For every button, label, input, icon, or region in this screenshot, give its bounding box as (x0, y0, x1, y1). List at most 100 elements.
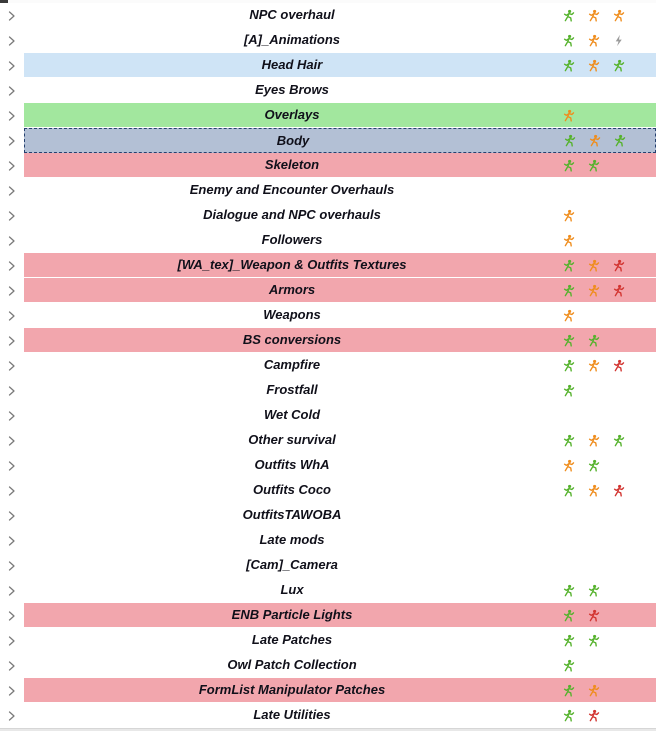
expand-chevron-icon[interactable] (0, 453, 24, 478)
mod-separator-row[interactable]: Enemy and Encounter Overhauls (0, 178, 656, 203)
top-left-notch (0, 0, 8, 3)
content-flags (560, 459, 656, 472)
mod-separator-row[interactable]: Late Patches (0, 628, 656, 653)
content-flags (560, 609, 656, 622)
flash-gray-icon (612, 34, 625, 47)
expand-chevron-icon[interactable] (0, 578, 24, 603)
separator-label: Frostfall (266, 382, 318, 397)
expand-chevron-icon[interactable] (0, 253, 24, 278)
mod-separator-row[interactable]: Outfits Coco (0, 478, 656, 503)
runner-red-icon (587, 709, 600, 722)
expand-chevron-icon[interactable] (0, 553, 24, 578)
expand-chevron-icon[interactable] (0, 103, 24, 128)
mod-separator-row[interactable]: Eyes Brows (0, 78, 656, 103)
mod-separator-row[interactable]: [WA_tex]_Weapon & Outfits Textures (0, 253, 656, 278)
expand-chevron-icon[interactable] (0, 603, 24, 628)
expand-chevron-icon[interactable] (0, 353, 24, 378)
expand-chevron-icon[interactable] (0, 78, 24, 103)
mod-separator-row[interactable]: ENB Particle Lights (0, 603, 656, 628)
expand-chevron-icon[interactable] (0, 328, 24, 353)
separator-label: Dialogue and NPC overhauls (203, 207, 381, 222)
expand-chevron-icon[interactable] (0, 153, 24, 178)
content-flags (560, 384, 656, 397)
mod-separator-row[interactable]: Late Utilities (0, 703, 656, 728)
mod-separator-row[interactable]: NPC overhaul (0, 3, 656, 28)
runner-green-icon (587, 159, 600, 172)
separator-label: Owl Patch Collection (227, 657, 357, 672)
expand-chevron-icon[interactable] (0, 528, 24, 553)
mod-separator-row[interactable]: OutfitsTAWOBA (0, 503, 656, 528)
mod-separator-row[interactable]: Outfits WhA (0, 453, 656, 478)
mod-separator-row[interactable]: [Cam]_Camera (0, 553, 656, 578)
mod-separator-row[interactable]: Late mods (0, 528, 656, 553)
mod-separator-row[interactable]: Other survival (0, 428, 656, 453)
expand-chevron-icon[interactable] (0, 128, 24, 153)
expand-chevron-icon[interactable] (0, 28, 24, 53)
expand-chevron-icon[interactable] (0, 178, 24, 203)
mod-separator-row[interactable]: FormList Manipulator Patches (0, 678, 656, 703)
mod-separator-row[interactable]: Dialogue and NPC overhauls (0, 203, 656, 228)
runner-green-icon (562, 484, 575, 497)
separator-label: ENB Particle Lights (231, 607, 353, 622)
expand-chevron-icon[interactable] (0, 428, 24, 453)
separator-label: NPC overhaul (249, 7, 335, 22)
mod-separator-row[interactable]: Head Hair (0, 53, 656, 78)
separator-label: Outfits Coco (253, 482, 331, 497)
expand-chevron-icon[interactable] (0, 478, 24, 503)
expand-chevron-icon[interactable] (0, 703, 24, 728)
expand-chevron-icon[interactable] (0, 378, 24, 403)
mod-separator-row[interactable]: Followers (0, 228, 656, 253)
mod-separator-row[interactable]: Frostfall (0, 378, 656, 403)
runner-green-icon (562, 334, 575, 347)
runner-orange-icon (562, 234, 575, 247)
mod-separator-row[interactable]: Overlays (0, 103, 656, 128)
content-flags (560, 484, 656, 497)
separator-label: Late Patches (251, 632, 333, 647)
expand-chevron-icon[interactable] (0, 53, 24, 78)
expand-chevron-icon[interactable] (0, 628, 24, 653)
runner-orange-icon (588, 134, 601, 147)
mod-separator-row[interactable]: Armors (0, 278, 656, 303)
content-flags (560, 34, 656, 47)
horizontal-scrollbar-track[interactable] (0, 728, 656, 731)
mod-separator-row[interactable]: Owl Patch Collection (0, 653, 656, 678)
content-flags (560, 9, 656, 22)
mod-separator-row[interactable]: [A]_Animations (0, 28, 656, 53)
expand-chevron-icon[interactable] (0, 653, 24, 678)
expand-chevron-icon[interactable] (0, 678, 24, 703)
runner-green-icon (562, 9, 575, 22)
runner-orange-icon (587, 284, 600, 297)
mod-separator-row[interactable]: Wet Cold (0, 403, 656, 428)
separator-label: Lux (280, 582, 304, 597)
expand-chevron-icon[interactable] (0, 503, 24, 528)
runner-orange-icon (562, 459, 575, 472)
separator-label: Late Utilities (253, 707, 331, 722)
expand-chevron-icon[interactable] (0, 303, 24, 328)
separator-label: Armors (268, 282, 316, 297)
expand-chevron-icon[interactable] (0, 203, 24, 228)
mod-separator-row[interactable]: Body (0, 128, 656, 153)
runner-green-icon (562, 59, 575, 72)
separator-label: FormList Manipulator Patches (198, 682, 386, 697)
runner-green-icon (562, 684, 575, 697)
runner-green-icon (563, 134, 576, 147)
content-flags (560, 709, 656, 722)
mod-separator-row[interactable]: BS conversions (0, 328, 656, 353)
expand-chevron-icon[interactable] (0, 403, 24, 428)
content-flags (560, 359, 656, 372)
runner-green-icon (562, 609, 575, 622)
expand-chevron-icon[interactable] (0, 278, 24, 303)
runner-green-icon (562, 659, 575, 672)
content-flags (560, 209, 656, 222)
mod-separator-row[interactable]: Lux (0, 578, 656, 603)
expand-chevron-icon[interactable] (0, 3, 24, 28)
mod-separator-row[interactable]: Campfire (0, 353, 656, 378)
runner-orange-icon (612, 9, 625, 22)
mod-separator-row[interactable]: Weapons (0, 303, 656, 328)
runner-green-icon (562, 284, 575, 297)
content-flags (560, 659, 656, 672)
runner-green-icon (562, 259, 575, 272)
expand-chevron-icon[interactable] (0, 228, 24, 253)
mod-separator-row[interactable]: Skeleton (0, 153, 656, 178)
content-flags (560, 284, 656, 297)
